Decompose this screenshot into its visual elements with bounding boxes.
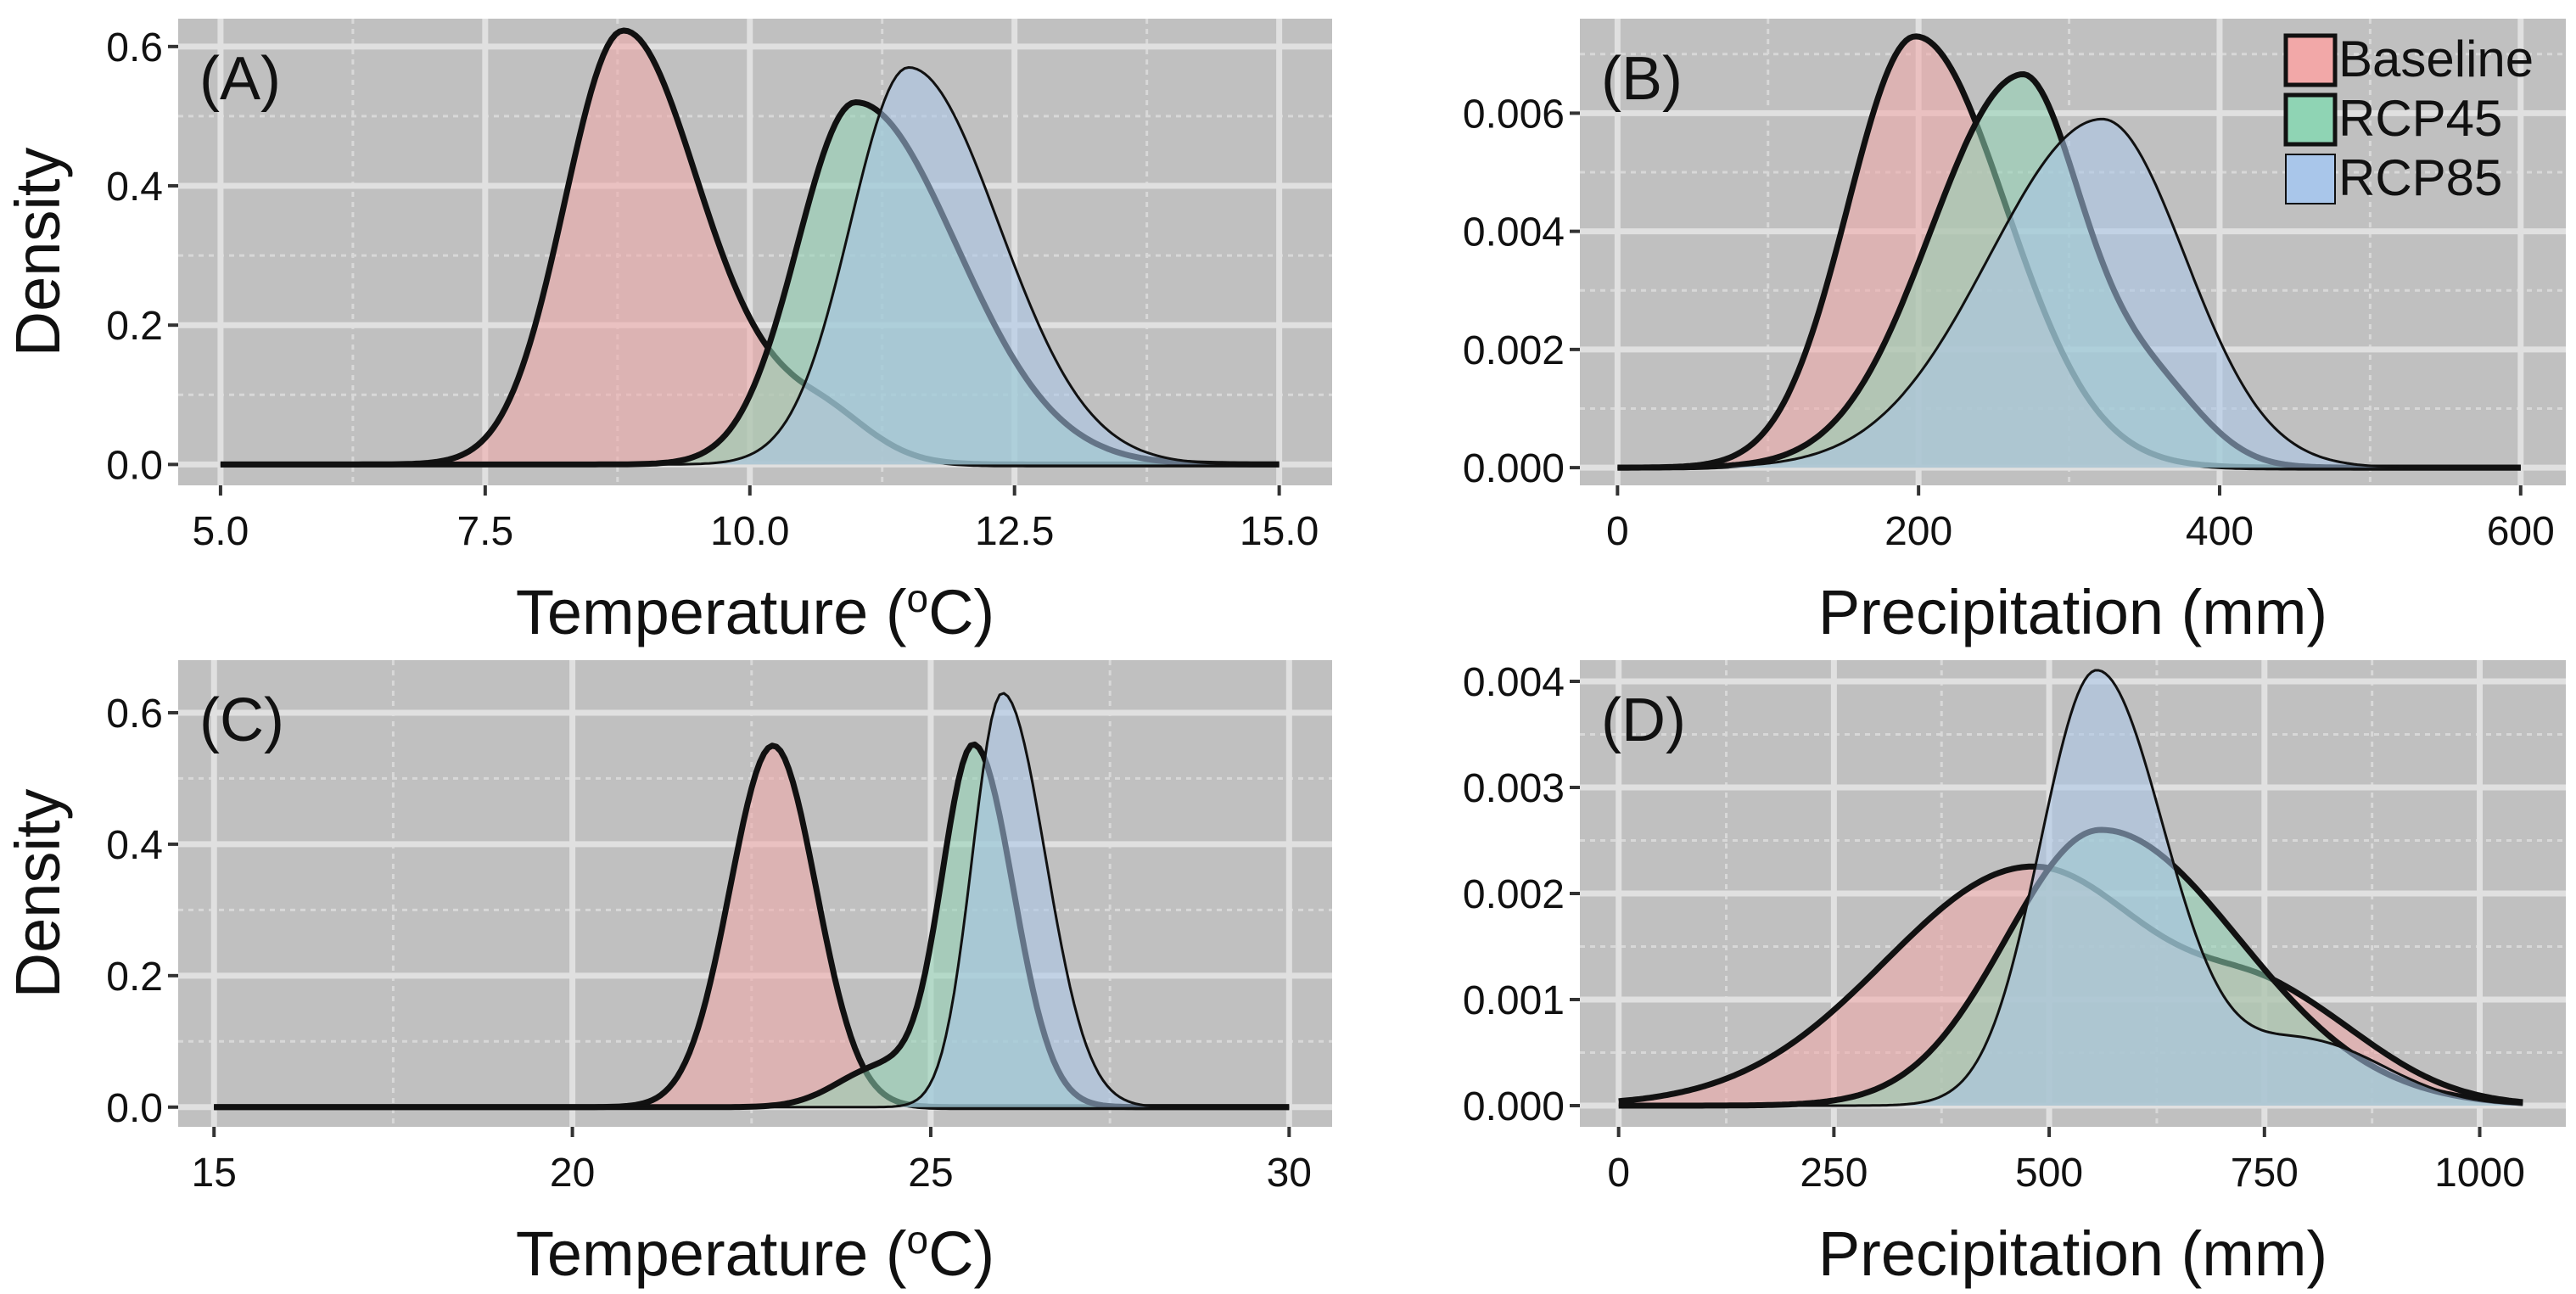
legend-label-rcp85: RCP85 (2338, 149, 2502, 206)
x-tick-label: 0 (1607, 1151, 1630, 1196)
y-tick-label: 0.002 (1463, 328, 1565, 373)
x-tick-label: 500 (2015, 1151, 2083, 1196)
x-tick-label: 750 (2231, 1151, 2299, 1196)
y-tick-label: 0.001 (1463, 978, 1565, 1023)
y-tick-label: 0.004 (1463, 210, 1565, 255)
y-tick-label: 0.004 (1463, 660, 1565, 705)
y-axis-title: Density (3, 789, 73, 999)
x-tick-label: 400 (2186, 509, 2254, 554)
legend-label-rcp45: RCP45 (2338, 90, 2502, 147)
y-tick-label: 0.000 (1463, 446, 1565, 491)
x-tick-label: 20 (550, 1151, 595, 1196)
panel-c: 15 20 25 30 0.0 0.2 0.4 0.6 (C) Temperature (oC) D… (3, 660, 1332, 1289)
panel-d: 0 250 500 750 1000 0.000 0.001 0.002 0.003 0.004 (… (1463, 660, 2566, 1289)
y-tick-label: 0.2 (106, 304, 163, 349)
panel-label: (A) (199, 45, 281, 113)
y-tick-label: 0.000 (1463, 1084, 1565, 1129)
x-axis-title-main: Precipitation (mm) (1818, 1218, 2327, 1289)
x-tick-label: 25 (908, 1151, 953, 1196)
x-tick-label: 0 (1606, 509, 1629, 554)
x-axis-title: Precipitation (mm) (1818, 1218, 2327, 1289)
x-tick-label: 5.0 (193, 509, 249, 554)
density-area-rcp85 (1618, 670, 2523, 1106)
x-axis-title-superscript: o (906, 576, 928, 620)
x-tick-label: 250 (1800, 1151, 1868, 1196)
y-tick-label: 0.003 (1463, 766, 1565, 811)
y-tick-label: 0.4 (106, 165, 163, 210)
x-axis-title-main: Temperature ( (516, 577, 907, 647)
x-axis-title-suffix: C) (928, 577, 994, 647)
legend-key-rcp45 (2283, 92, 2338, 147)
y-tick-label: 0.0 (106, 443, 163, 488)
panel-b: 0 200 400 600 0.000 0.002 0.004 0.006 (B) Precipi… (1463, 19, 2566, 647)
x-axis-title: Precipitation (mm) (1818, 577, 2327, 647)
density-area-rcp85 (1617, 119, 2521, 468)
legend-key-rcp85 (2285, 154, 2336, 204)
y-axis-title: Density (3, 148, 73, 357)
x-tick-label: 10.0 (710, 509, 789, 554)
y-tick-label: 0.0 (106, 1086, 163, 1131)
x-axis-title-main: Precipitation (mm) (1818, 577, 2327, 647)
x-tick-label: 30 (1267, 1151, 1312, 1196)
panel-label: (D) (1601, 686, 1686, 754)
x-axis-title-main: Temperature ( (516, 1218, 907, 1289)
x-tick-label: 1000 (2434, 1151, 2525, 1196)
y-tick-label: 0.006 (1463, 92, 1565, 137)
x-axis-title: Temperature (oC) (516, 576, 994, 647)
y-tick-label: 0.6 (106, 692, 163, 737)
x-axis-title-suffix: C) (928, 1218, 994, 1289)
density-area-baseline (214, 745, 1290, 1107)
y-tick-label: 0.4 (106, 823, 163, 868)
x-tick-label: 7.5 (456, 509, 513, 554)
y-tick-label: 0.2 (106, 955, 163, 1000)
density-area-baseline (220, 31, 1280, 465)
x-tick-label: 15 (192, 1151, 237, 1196)
legend-label-baseline: Baseline (2338, 31, 2534, 87)
legend-key-baseline (2283, 33, 2338, 87)
density-line-rcp85 (1617, 117, 2521, 469)
panel-label: (C) (199, 686, 284, 754)
x-axis-title-superscript: o (906, 1218, 928, 1262)
density-area-rcp85 (214, 693, 1290, 1107)
density-line-rcp85 (1618, 669, 2523, 1107)
x-tick-label: 15.0 (1240, 509, 1319, 554)
density-line-rcp85 (220, 66, 1280, 466)
x-tick-label: 12.5 (975, 509, 1054, 554)
density-area-baseline (1617, 36, 2521, 468)
x-tick-label: 200 (1884, 509, 1952, 554)
density-line-rcp85 (214, 692, 1290, 1109)
density-area-rcp85 (220, 67, 1280, 465)
panel-label: (B) (1601, 45, 1683, 113)
x-axis-title: Temperature (oC) (516, 1218, 994, 1289)
x-tick-label: 600 (2487, 509, 2555, 554)
y-tick-label: 0.002 (1463, 872, 1565, 917)
y-tick-label: 0.6 (106, 25, 163, 70)
panel-a: 5.0 7.5 10.0 12.5 15.0 0.0 0.2 0.4 0.6 (A) Tempera… (3, 19, 1332, 647)
